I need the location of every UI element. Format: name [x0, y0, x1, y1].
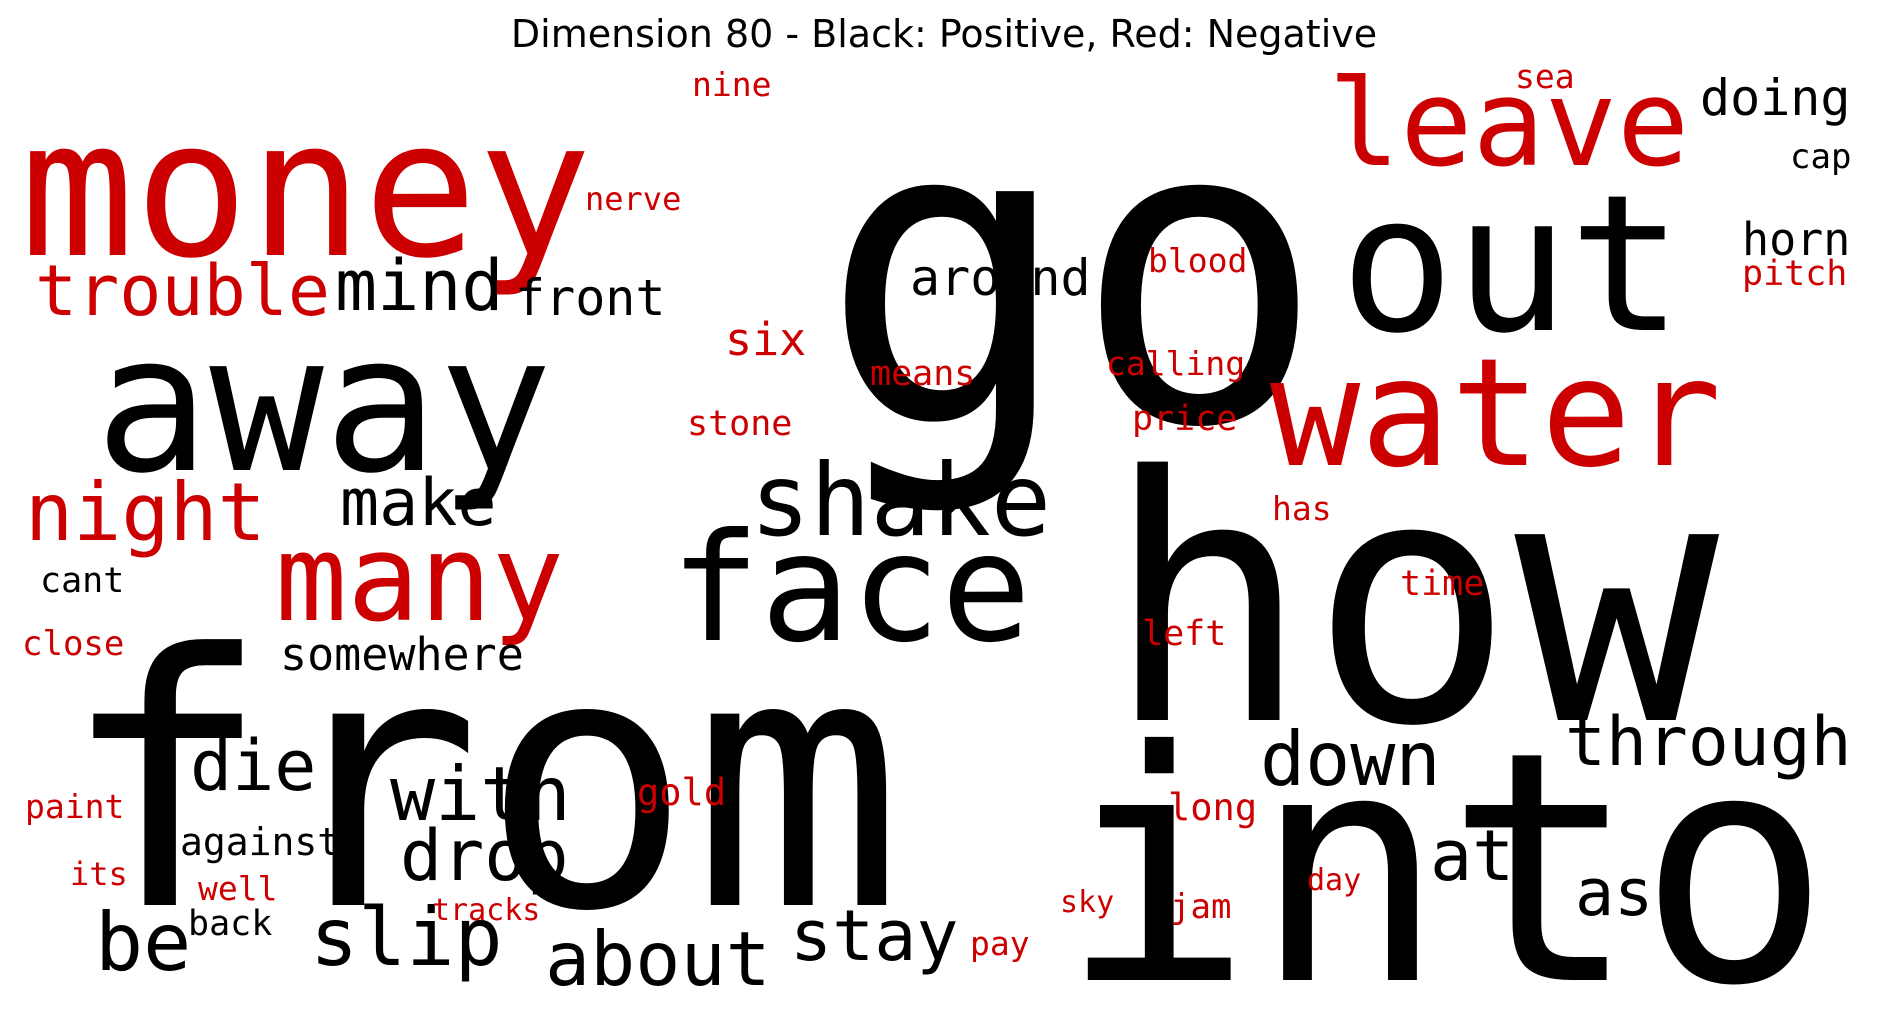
word-into: into [1060, 684, 1831, 1010]
word-price: price [1132, 399, 1237, 439]
word-night: night [25, 466, 266, 559]
word-be: be [95, 896, 191, 989]
word-has: has [1272, 489, 1332, 528]
word-water: water [1270, 327, 1722, 501]
word-means: means [870, 354, 975, 394]
word-pay: pay [970, 924, 1030, 963]
chart-title: Dimension 80 - Black: Positive, Red: Neg… [510, 12, 1378, 56]
word-time: time [1400, 564, 1484, 604]
word-cant: cant [40, 561, 124, 601]
word-against: against [180, 820, 340, 864]
word-money: money [20, 79, 592, 300]
word-back: back [188, 904, 272, 944]
word-at: at [1430, 815, 1514, 897]
word-cap: cap [1790, 137, 1851, 177]
word-stay: stay [790, 895, 959, 977]
word-mind: mind [335, 245, 504, 327]
word-face: face [670, 502, 1031, 676]
word-drop: drop [400, 815, 569, 897]
word-left: left [1142, 614, 1226, 654]
word-calling: calling [1106, 344, 1245, 383]
word-blood: blood [1148, 241, 1247, 280]
word-close: close [22, 624, 124, 664]
word-well: well [198, 869, 277, 908]
word-its: its [70, 855, 128, 893]
word-around: around [910, 249, 1091, 307]
word-with: with [390, 750, 571, 838]
word-many: many [275, 510, 564, 649]
word-paint: paint [25, 787, 124, 826]
word-make: make [340, 466, 497, 541]
word-from: from [60, 580, 903, 988]
word-tracks: tracks [432, 893, 540, 928]
word-down: down [1260, 715, 1441, 803]
word-horn: horn [1742, 213, 1850, 266]
word-leave: leave [1328, 55, 1689, 194]
word-pitch: pitch [1742, 254, 1847, 294]
word-jam: jam [1170, 887, 1231, 927]
word-trouble: trouble [35, 250, 330, 332]
word-long: long [1168, 786, 1257, 829]
word-as: as [1575, 856, 1653, 931]
word-die: die [190, 725, 316, 807]
word-shake: shake [750, 442, 1051, 559]
word-out: out [1340, 154, 1683, 375]
word-sea: sea [1515, 57, 1575, 96]
word-front: front [515, 269, 666, 327]
word-how: how [1105, 405, 1722, 801]
word-through: through [1565, 703, 1852, 782]
word-somewhere: somewhere [280, 628, 524, 681]
word-go: go [820, 31, 1326, 520]
word-sky: sky [1060, 885, 1114, 920]
word-nerve: nerve [585, 180, 681, 218]
word-gold: gold [637, 771, 726, 814]
word-slip: slip [310, 891, 503, 984]
word-doing: doing [1700, 69, 1851, 127]
word-six: six [725, 313, 806, 366]
word-day: day [1307, 863, 1361, 898]
word-stone: stone [687, 404, 792, 444]
word-about: about [545, 915, 771, 1003]
word-away: away [95, 294, 553, 515]
word-nine: nine [692, 65, 771, 104]
